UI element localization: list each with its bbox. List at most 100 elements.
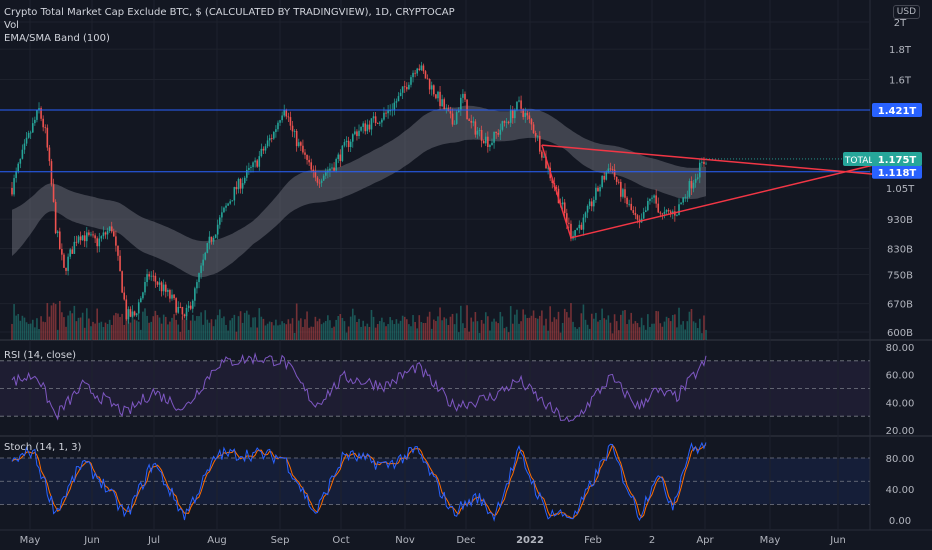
last-price-badge-text: 1.175T: [878, 155, 917, 166]
candle: [678, 198, 680, 216]
volume-bar: [638, 327, 641, 340]
volume-bar: [671, 314, 674, 340]
rsi-axis-label: 80.00: [886, 343, 915, 354]
volume-bar: [487, 316, 489, 340]
candle: [590, 198, 593, 212]
candle: [300, 141, 302, 152]
volume-bar: [341, 317, 344, 340]
candle: [281, 111, 283, 123]
volume-bar: [620, 314, 622, 340]
volume-bar: [551, 321, 554, 340]
volume-bar: [320, 324, 323, 340]
candle: [154, 272, 157, 288]
candle: [460, 94, 462, 116]
volume-bar: [343, 321, 346, 340]
candle: [370, 118, 373, 136]
volume-bar: [44, 322, 47, 340]
candle: [23, 139, 26, 154]
candle: [102, 226, 105, 240]
candle: [46, 124, 49, 151]
volume-bar: [250, 327, 252, 340]
volume-bar: [121, 313, 123, 340]
candle: [622, 187, 624, 199]
volume-bar: [318, 318, 321, 340]
candle: [289, 111, 292, 131]
candle: [198, 272, 200, 289]
volume-bar: [223, 316, 225, 340]
candle: [578, 220, 581, 234]
candle: [532, 122, 535, 134]
candle: [135, 312, 138, 318]
candle: [682, 197, 684, 206]
volume-bar: [622, 310, 624, 340]
rsi-axis-label: 20.00: [886, 426, 915, 437]
candle: [360, 126, 362, 132]
triangle-left-line[interactable]: [541, 144, 572, 239]
candle: [48, 145, 51, 166]
volume-bar: [241, 322, 244, 340]
triangle-drawing[interactable]: [541, 144, 892, 239]
volume-bar: [179, 331, 182, 340]
candle: [44, 124, 47, 134]
candle: [79, 231, 82, 245]
candle: [676, 213, 678, 217]
candle: [368, 120, 371, 133]
grid-lines: [0, 0, 932, 531]
volume-bar: [167, 324, 169, 340]
candle: [686, 190, 689, 203]
last-price-badge: [872, 151, 922, 166]
candle: [34, 116, 36, 126]
volume-bar: [140, 329, 142, 340]
volume-bar: [162, 314, 165, 340]
volume-bar: [117, 313, 119, 340]
candle: [142, 291, 144, 300]
candle: [501, 120, 504, 132]
volume-bar: [156, 315, 159, 340]
volume-bar: [426, 316, 429, 340]
candle: [356, 129, 358, 141]
volume-bar: [279, 324, 281, 340]
stoch-axis-label: 0.00: [889, 516, 911, 527]
volume-bar: [366, 323, 369, 340]
horizontal-lines[interactable]: [0, 109, 870, 173]
volume-bar: [636, 323, 639, 340]
candle: [576, 227, 578, 231]
volume-bar: [283, 323, 286, 340]
candle: [349, 139, 352, 153]
candle: [202, 253, 204, 272]
volume-bar: [262, 318, 265, 340]
candle: [617, 179, 620, 185]
volume-bar: [146, 315, 148, 340]
candle: [466, 98, 468, 120]
candle: [582, 214, 585, 236]
triangle-lower-line[interactable]: [570, 160, 892, 239]
volume-bar: [580, 313, 583, 340]
candle: [322, 173, 325, 182]
volume-bar: [331, 327, 333, 340]
candle: [31, 117, 34, 133]
volume-bar: [270, 322, 273, 340]
volume-bar: [507, 332, 510, 340]
volume-bar: [104, 322, 107, 340]
candle: [420, 61, 423, 72]
candle: [308, 155, 310, 166]
volume-bar: [433, 319, 435, 340]
volume-bar: [212, 326, 215, 340]
candle: [416, 67, 418, 77]
candle: [495, 131, 497, 139]
candle: [667, 208, 670, 214]
volume-bar: [239, 311, 242, 340]
volume-bar: [19, 320, 22, 340]
volume-bar: [27, 323, 30, 340]
currency-unit-button[interactable]: USD: [892, 5, 920, 19]
candle: [162, 279, 165, 296]
candle: [580, 222, 583, 230]
candle: [258, 150, 261, 171]
triangle-upper-line[interactable]: [541, 144, 892, 177]
volume-bar: [304, 319, 306, 340]
volume-bar: [476, 321, 479, 340]
candle: [435, 94, 437, 100]
candle: [27, 130, 30, 139]
volume-bar: [256, 327, 258, 340]
volume-bar: [96, 308, 98, 340]
